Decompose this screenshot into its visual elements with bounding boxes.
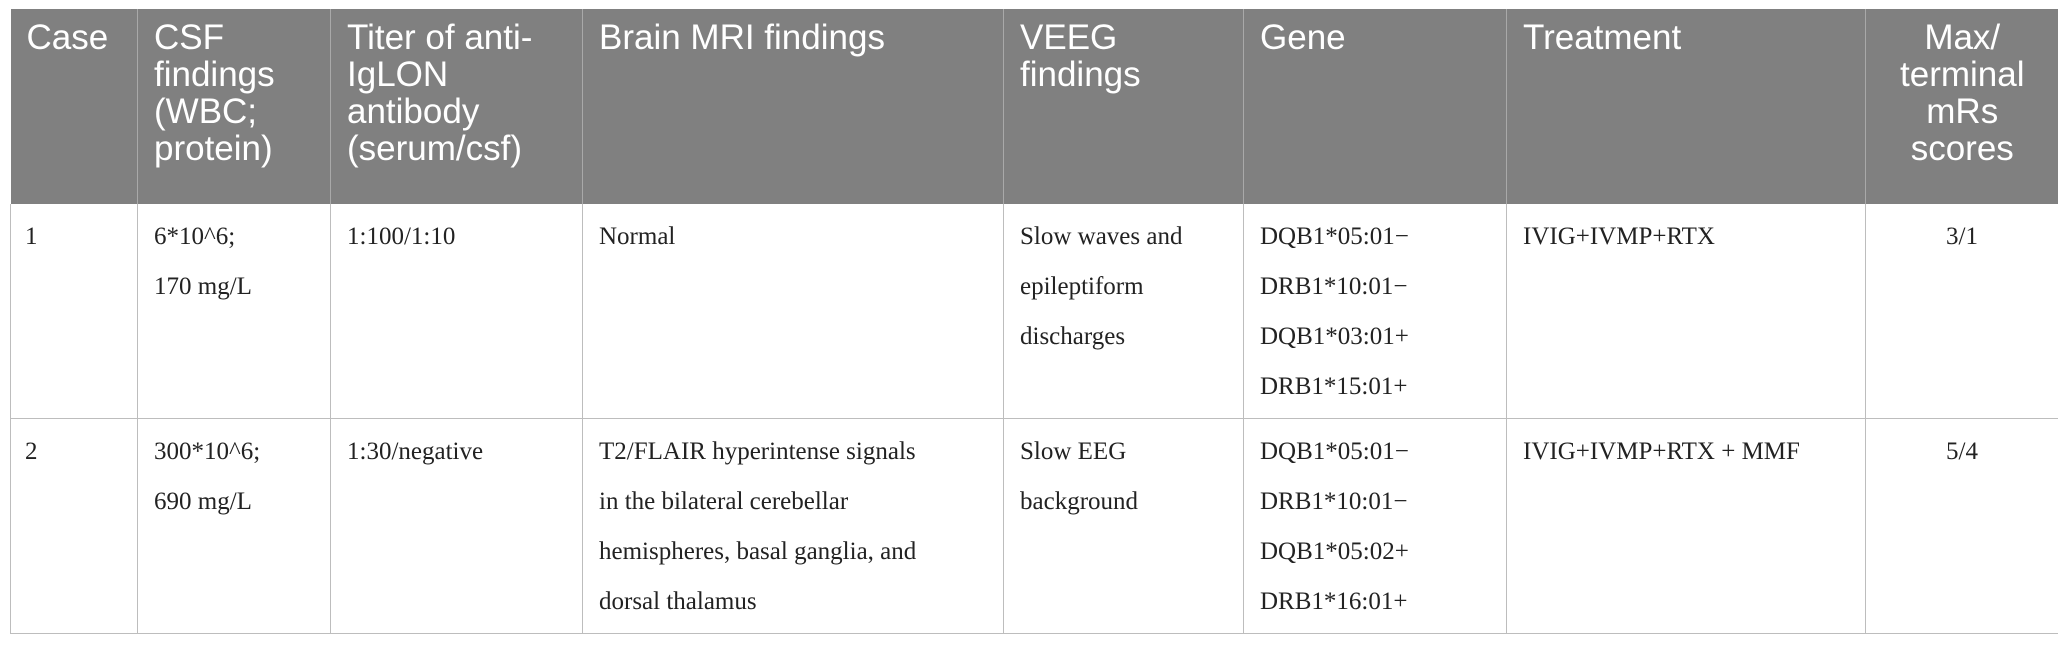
cell-line: 6*10^6; <box>154 223 236 250</box>
cell-line: DQB1*05:01− <box>1260 223 1409 250</box>
cell-line: DRB1*10:01− <box>1260 273 1408 300</box>
cell-treatment: IVIG+IVMP+RTX + MMF <box>1506 418 1866 634</box>
cell-case: 2 <box>10 418 138 634</box>
cell-mri: T2/FLAIR hyperintense signals in the bil… <box>582 418 1004 634</box>
cell-line: epileptiform <box>1020 273 1144 300</box>
cell-csf: 300*10^6; 690 mg/L <box>137 418 331 634</box>
cell-mri: Normal <box>582 204 1004 419</box>
header-treatment: Treatment <box>1506 9 1866 204</box>
cell-treatment: IVIG+IVMP+RTX <box>1506 204 1866 419</box>
header-case: Case <box>10 9 138 204</box>
cell-line: T2/FLAIR hyperintense signals <box>599 438 916 465</box>
cell-veeg: Slow EEG background <box>1003 418 1244 634</box>
table-header: Case CSF findings (WBC; protein) Titer o… <box>10 9 2058 204</box>
cell-line: DQB1*05:02+ <box>1260 538 1409 565</box>
header-mri-findings: Brain MRI findings <box>582 9 1004 204</box>
cell-mrs: 3/1 <box>1865 204 2058 419</box>
cell-titer: 1:100/1:10 <box>330 204 583 419</box>
cell-veeg: Slow waves and epileptiform discharges <box>1003 204 1244 419</box>
cell-line: Slow waves and <box>1020 223 1183 250</box>
header-row: Case CSF findings (WBC; protein) Titer o… <box>10 9 2058 204</box>
table-row: 2 300*10^6; 690 mg/L 1:30/negative T2/FL… <box>10 418 2058 634</box>
table-body: 1 6*10^6; 170 mg/L 1:100/1:10 Normal Slo… <box>10 204 2058 634</box>
cell-line: DQB1*05:01− <box>1260 438 1409 465</box>
cell-line: DRB1*15:01+ <box>1260 373 1408 400</box>
cell-gene: DQB1*05:01− DRB1*10:01− DQB1*03:01+ DRB1… <box>1243 204 1507 419</box>
cell-line: 170 mg/L <box>154 273 252 300</box>
cell-gene: DQB1*05:01− DRB1*10:01− DQB1*05:02+ DRB1… <box>1243 418 1507 634</box>
cell-titer: 1:30/negative <box>330 418 583 634</box>
table-row: 1 6*10^6; 170 mg/L 1:100/1:10 Normal Slo… <box>10 204 2058 419</box>
cell-line: 690 mg/L <box>154 488 252 515</box>
clinical-table: Case CSF findings (WBC; protein) Titer o… <box>10 9 2058 634</box>
cell-line: hemispheres, basal ganglia, and <box>599 538 917 565</box>
header-titer: Titer of anti-IgLON antibody (serum/csf) <box>330 9 583 204</box>
header-veeg-findings: VEEG findings <box>1003 9 1244 204</box>
cell-line: discharges <box>1020 323 1126 350</box>
cell-csf: 6*10^6; 170 mg/L <box>137 204 331 419</box>
cell-line: DRB1*16:01+ <box>1260 588 1408 615</box>
cell-case: 1 <box>10 204 138 419</box>
cell-line: dorsal thalamus <box>599 588 757 615</box>
cell-mrs: 5/4 <box>1865 418 2058 634</box>
cell-line: DRB1*10:01− <box>1260 488 1408 515</box>
cell-line: background <box>1020 488 1139 515</box>
cell-line: Slow EEG <box>1020 438 1127 465</box>
cell-line: Normal <box>599 223 676 250</box>
header-csf-findings: CSF findings (WBC; protein) <box>137 9 331 204</box>
cell-line: in the bilateral cerebellar <box>599 488 849 515</box>
cell-line: DQB1*03:01+ <box>1260 323 1409 350</box>
header-gene: Gene <box>1243 9 1507 204</box>
cell-line: 300*10^6; <box>154 438 261 465</box>
header-mrs-scores: Max/ terminal mRs scores <box>1865 9 2058 204</box>
